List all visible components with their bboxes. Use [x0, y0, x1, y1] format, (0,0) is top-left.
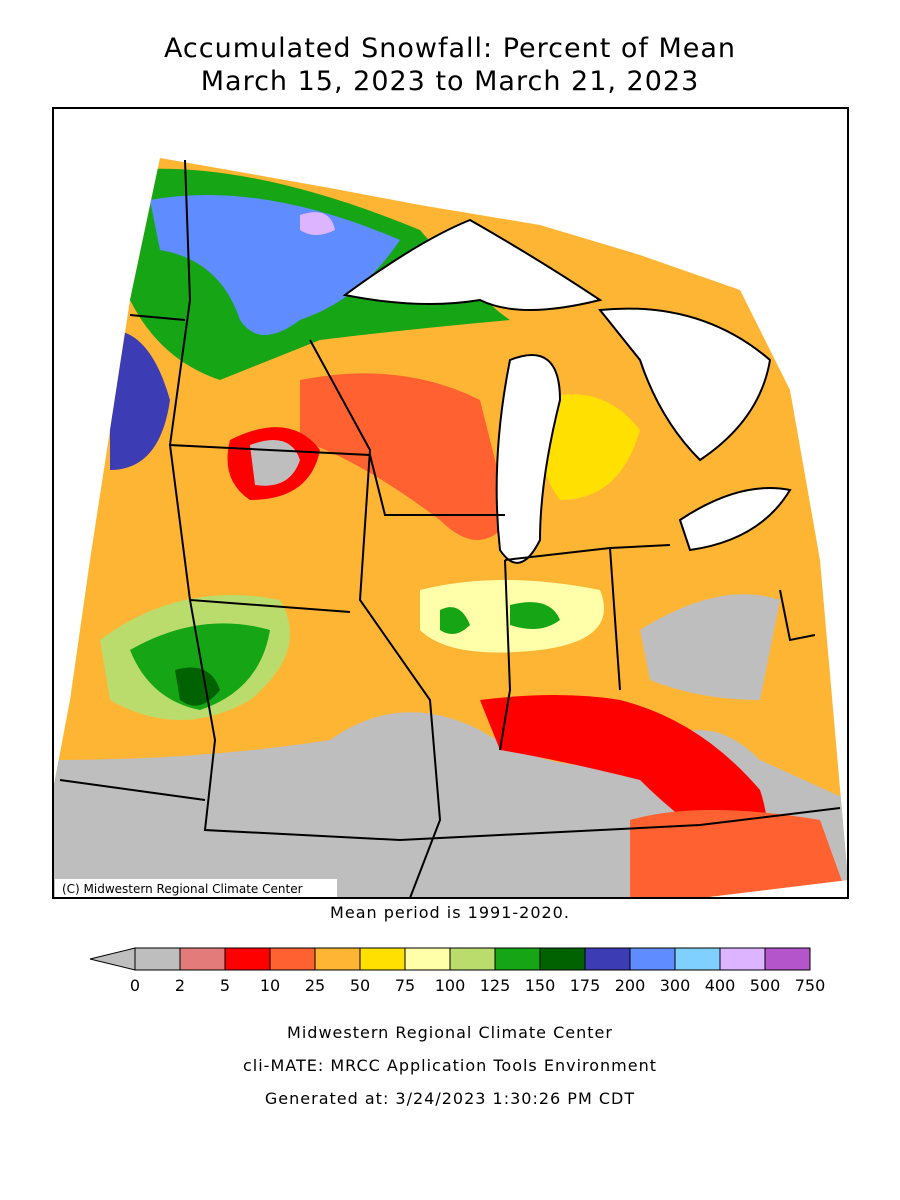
- legend-swatch: [269, 947, 316, 971]
- legend-arrow: [89, 947, 136, 971]
- legend-swatch: [359, 947, 406, 971]
- legend-label: 100: [435, 976, 466, 995]
- legend: 0 2 5 10 25 50 75 100 125 150 175 200 300 400 500 750: [89, 947, 826, 995]
- legend-label: 5: [220, 976, 230, 995]
- map-frame: [52, 107, 849, 899]
- legend-label: 50: [350, 976, 370, 995]
- legend-label: 400: [705, 976, 736, 995]
- legend-label: 175: [570, 976, 601, 995]
- lavender-area: [300, 212, 335, 235]
- legend-label: 25: [305, 976, 325, 995]
- lake-erie: [678, 487, 792, 552]
- footer-line: Generated at: 3/24/2023 1:30:26 PM CDT: [265, 1089, 635, 1108]
- orange-area: [630, 810, 848, 898]
- legend-swatch: [719, 947, 766, 971]
- legend-swatch: [449, 947, 496, 971]
- legend-swatch: [674, 947, 721, 971]
- state-borders: [59, 159, 841, 899]
- legend-swatch: [404, 947, 451, 971]
- lake-superior: [342, 218, 603, 311]
- legend-label: 0: [130, 976, 140, 995]
- lake-huron: [598, 307, 772, 462]
- legend-swatch: [494, 947, 541, 971]
- legend-swatch: [764, 947, 811, 971]
- legend-label: 10: [260, 976, 280, 995]
- green-area: [130, 623, 270, 710]
- title-line: March 15, 2023 to March 21, 2023: [201, 66, 700, 97]
- note: Mean period is 1991-2020.: [330, 903, 570, 922]
- legend-label: 75: [395, 976, 415, 995]
- legend-swatch: [629, 947, 676, 971]
- dark-green-area: [175, 667, 220, 706]
- legend-label: 300: [660, 976, 691, 995]
- green-area: [440, 602, 560, 634]
- legend-swatch: [584, 947, 631, 971]
- credit-box: [55, 879, 337, 897]
- title-line: Accumulated Snowfall: Percent of Mean: [164, 33, 736, 64]
- dark-blue-area: [110, 330, 170, 470]
- legend-swatch: [314, 947, 361, 971]
- lake-michigan: [495, 354, 562, 564]
- legend-label: 500: [750, 976, 781, 995]
- blue-area: [150, 195, 400, 335]
- legend-label: 200: [615, 976, 646, 995]
- credit: (C) Midwestern Regional Climate Center: [62, 882, 303, 896]
- footer-line: Midwestern Regional Climate Center: [287, 1023, 613, 1042]
- map: (C) Midwestern Regional Climate Center: [52, 107, 849, 899]
- gray-area: [640, 594, 780, 700]
- footer-line: cli-MATE: MRCC Application Tools Environ…: [243, 1056, 657, 1075]
- legend-swatch: [539, 947, 586, 971]
- legend-label: 150: [525, 976, 556, 995]
- legend-swatch: [179, 947, 226, 971]
- legend-swatch: [134, 947, 181, 971]
- legend-label: 2: [175, 976, 185, 995]
- yellow-area: [537, 394, 640, 500]
- legend-label: 125: [480, 976, 511, 995]
- legend-label: 750: [795, 976, 826, 995]
- orange-area: [300, 373, 510, 540]
- legend-swatch: [224, 947, 271, 971]
